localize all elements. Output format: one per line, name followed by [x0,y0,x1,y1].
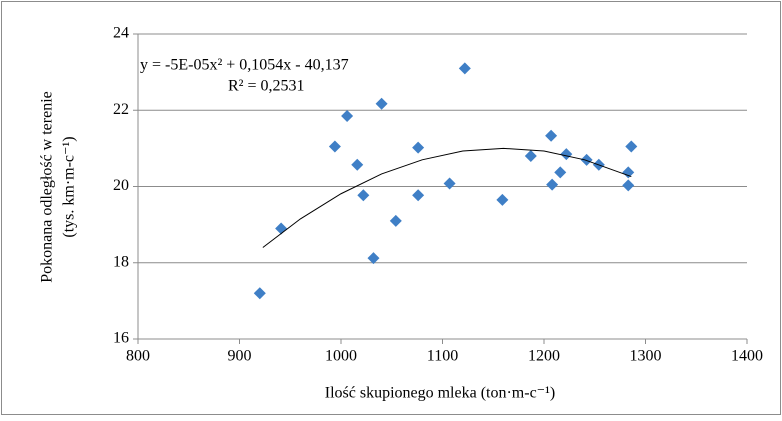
x-tick-label: 1100 [427,348,458,365]
y-tick-label: 20 [113,177,129,194]
point [443,177,456,190]
point [622,166,635,179]
point [389,214,402,227]
x-tick-label: 900 [228,348,252,365]
point [328,140,341,153]
x-tick-label: 1400 [731,348,763,365]
point [560,148,573,161]
y-tick-label: 18 [113,253,129,270]
y-axis-label: Pokonana odległość w terenie [39,91,56,283]
point [524,150,537,162]
point [622,179,635,192]
x-tick-label: 800 [126,348,150,365]
point [554,166,567,179]
point [367,252,380,265]
r-squared: R² = 0,2531 [228,78,305,95]
x-tick-label: 1200 [528,348,560,365]
point [341,109,354,122]
point [546,178,559,191]
point [253,287,266,300]
x-axis-label: Ilość skupionego mleka (ton·m-c⁻¹) [325,385,556,402]
x-tick-label: 1300 [630,348,662,365]
y-axis-label: (tys. km·m-c⁻¹) [61,136,78,237]
point [412,141,425,154]
trend-equation: y = -5E-05x² + 0,1054x - 40,137 [140,57,349,74]
point [357,189,370,202]
y-tick-label: 16 [113,330,129,347]
y-tick-label: 24 [113,25,129,42]
point [545,129,558,142]
y-tick-label: 22 [113,101,129,118]
point [625,140,638,153]
point [458,62,471,75]
x-tick-label: 1000 [325,348,357,365]
point [375,97,388,110]
point [496,193,509,206]
trendline [262,147,632,248]
point [580,153,593,166]
point [412,189,425,202]
point [351,158,364,171]
